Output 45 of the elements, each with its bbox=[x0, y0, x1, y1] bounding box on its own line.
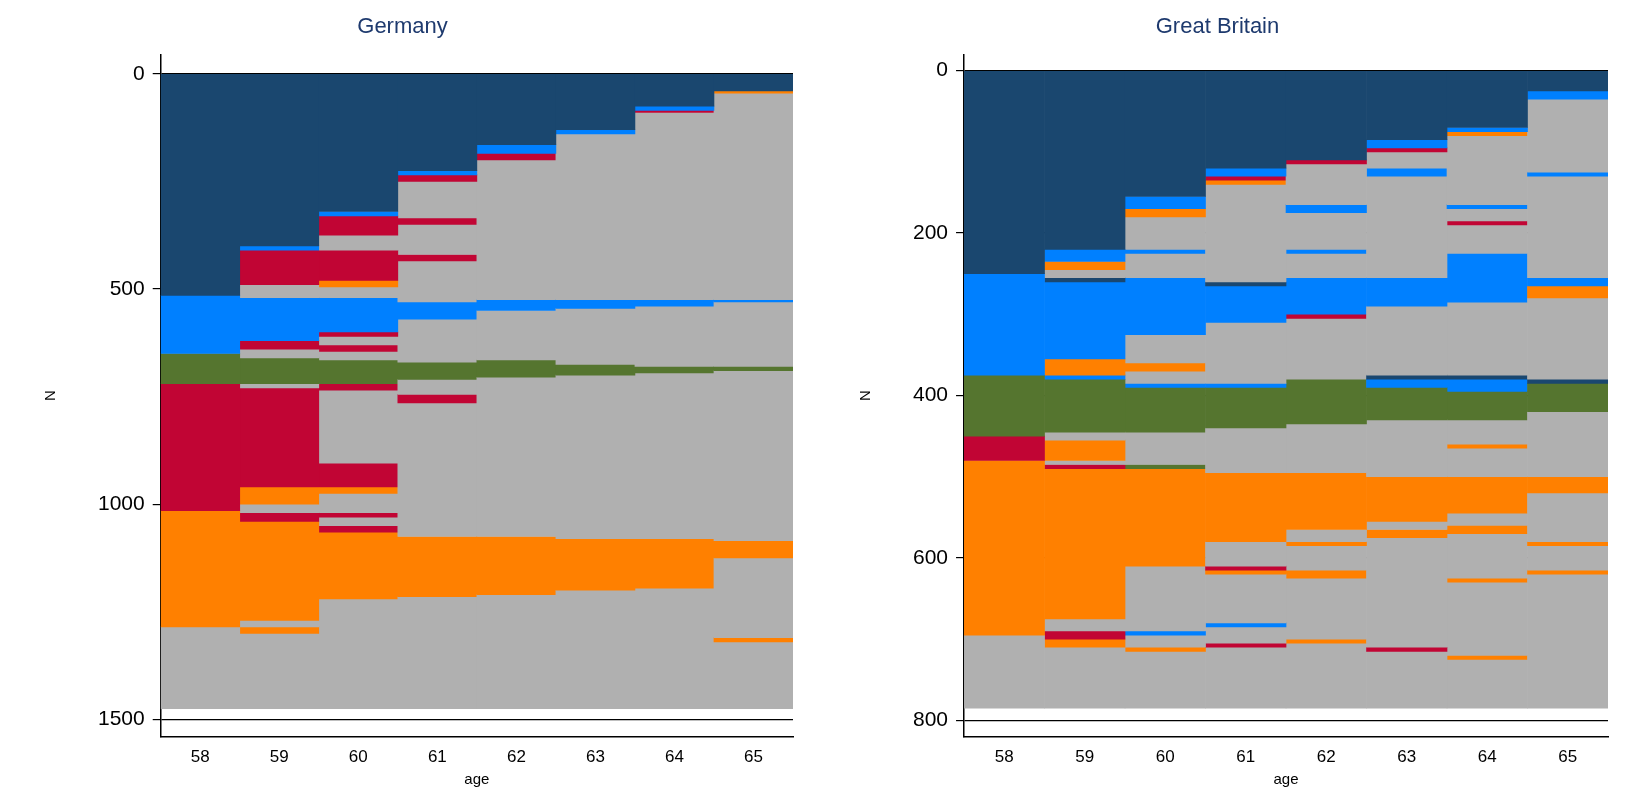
x-tick-label: 64 bbox=[1477, 747, 1497, 767]
x-axis-title: age bbox=[464, 770, 490, 788]
bar bbox=[1044, 261, 1126, 270]
bar bbox=[1285, 638, 1367, 644]
bar bbox=[964, 435, 1045, 461]
y-tick-label: 1500 bbox=[98, 706, 145, 730]
y-tick-label: 0 bbox=[133, 60, 145, 84]
bar bbox=[1205, 167, 1287, 177]
x-tick-label: 63 bbox=[1397, 747, 1417, 767]
x-tick-label: 65 bbox=[1558, 747, 1578, 767]
bar bbox=[634, 105, 715, 111]
x-tick-label: 61 bbox=[1236, 747, 1256, 767]
bar bbox=[397, 174, 478, 182]
bar bbox=[1124, 208, 1206, 218]
y-tick-label: 200 bbox=[912, 219, 949, 243]
chart-title: Germany bbox=[357, 13, 448, 39]
x-tick-label: 59 bbox=[269, 747, 289, 767]
bar bbox=[239, 245, 320, 251]
y-tick-label: 800 bbox=[912, 707, 949, 731]
bar bbox=[1124, 196, 1206, 210]
x-tick-label: 59 bbox=[1075, 747, 1095, 767]
x-tick-label: 60 bbox=[1155, 747, 1175, 767]
x-tick-label: 60 bbox=[348, 747, 368, 767]
bar bbox=[1044, 638, 1126, 648]
x-tick-label: 58 bbox=[994, 747, 1014, 767]
chart-title: Great Britain bbox=[1155, 13, 1280, 39]
y-tick-label: 1000 bbox=[98, 490, 145, 514]
y-tick-label: 500 bbox=[109, 275, 145, 299]
y-tick-label: 600 bbox=[912, 544, 949, 568]
bar bbox=[1044, 630, 1126, 640]
x-tick-label: 58 bbox=[190, 747, 210, 767]
y-tick-label: 0 bbox=[936, 57, 949, 81]
y-axis-title: N bbox=[856, 390, 874, 401]
x-tick-label: 62 bbox=[1316, 747, 1336, 767]
x-axis-title: age bbox=[1273, 770, 1299, 788]
bar bbox=[1527, 90, 1608, 100]
x-tick-label: 63 bbox=[585, 747, 605, 767]
x-tick-label: 64 bbox=[664, 747, 684, 767]
bar bbox=[1366, 139, 1448, 149]
x-tick-label: 61 bbox=[427, 747, 447, 767]
x-tick-label: 62 bbox=[506, 747, 526, 767]
x-tick-label: 65 bbox=[744, 747, 763, 767]
y-axis-title: N bbox=[41, 390, 59, 401]
bar bbox=[476, 144, 557, 154]
y-tick-label: 400 bbox=[912, 382, 949, 406]
